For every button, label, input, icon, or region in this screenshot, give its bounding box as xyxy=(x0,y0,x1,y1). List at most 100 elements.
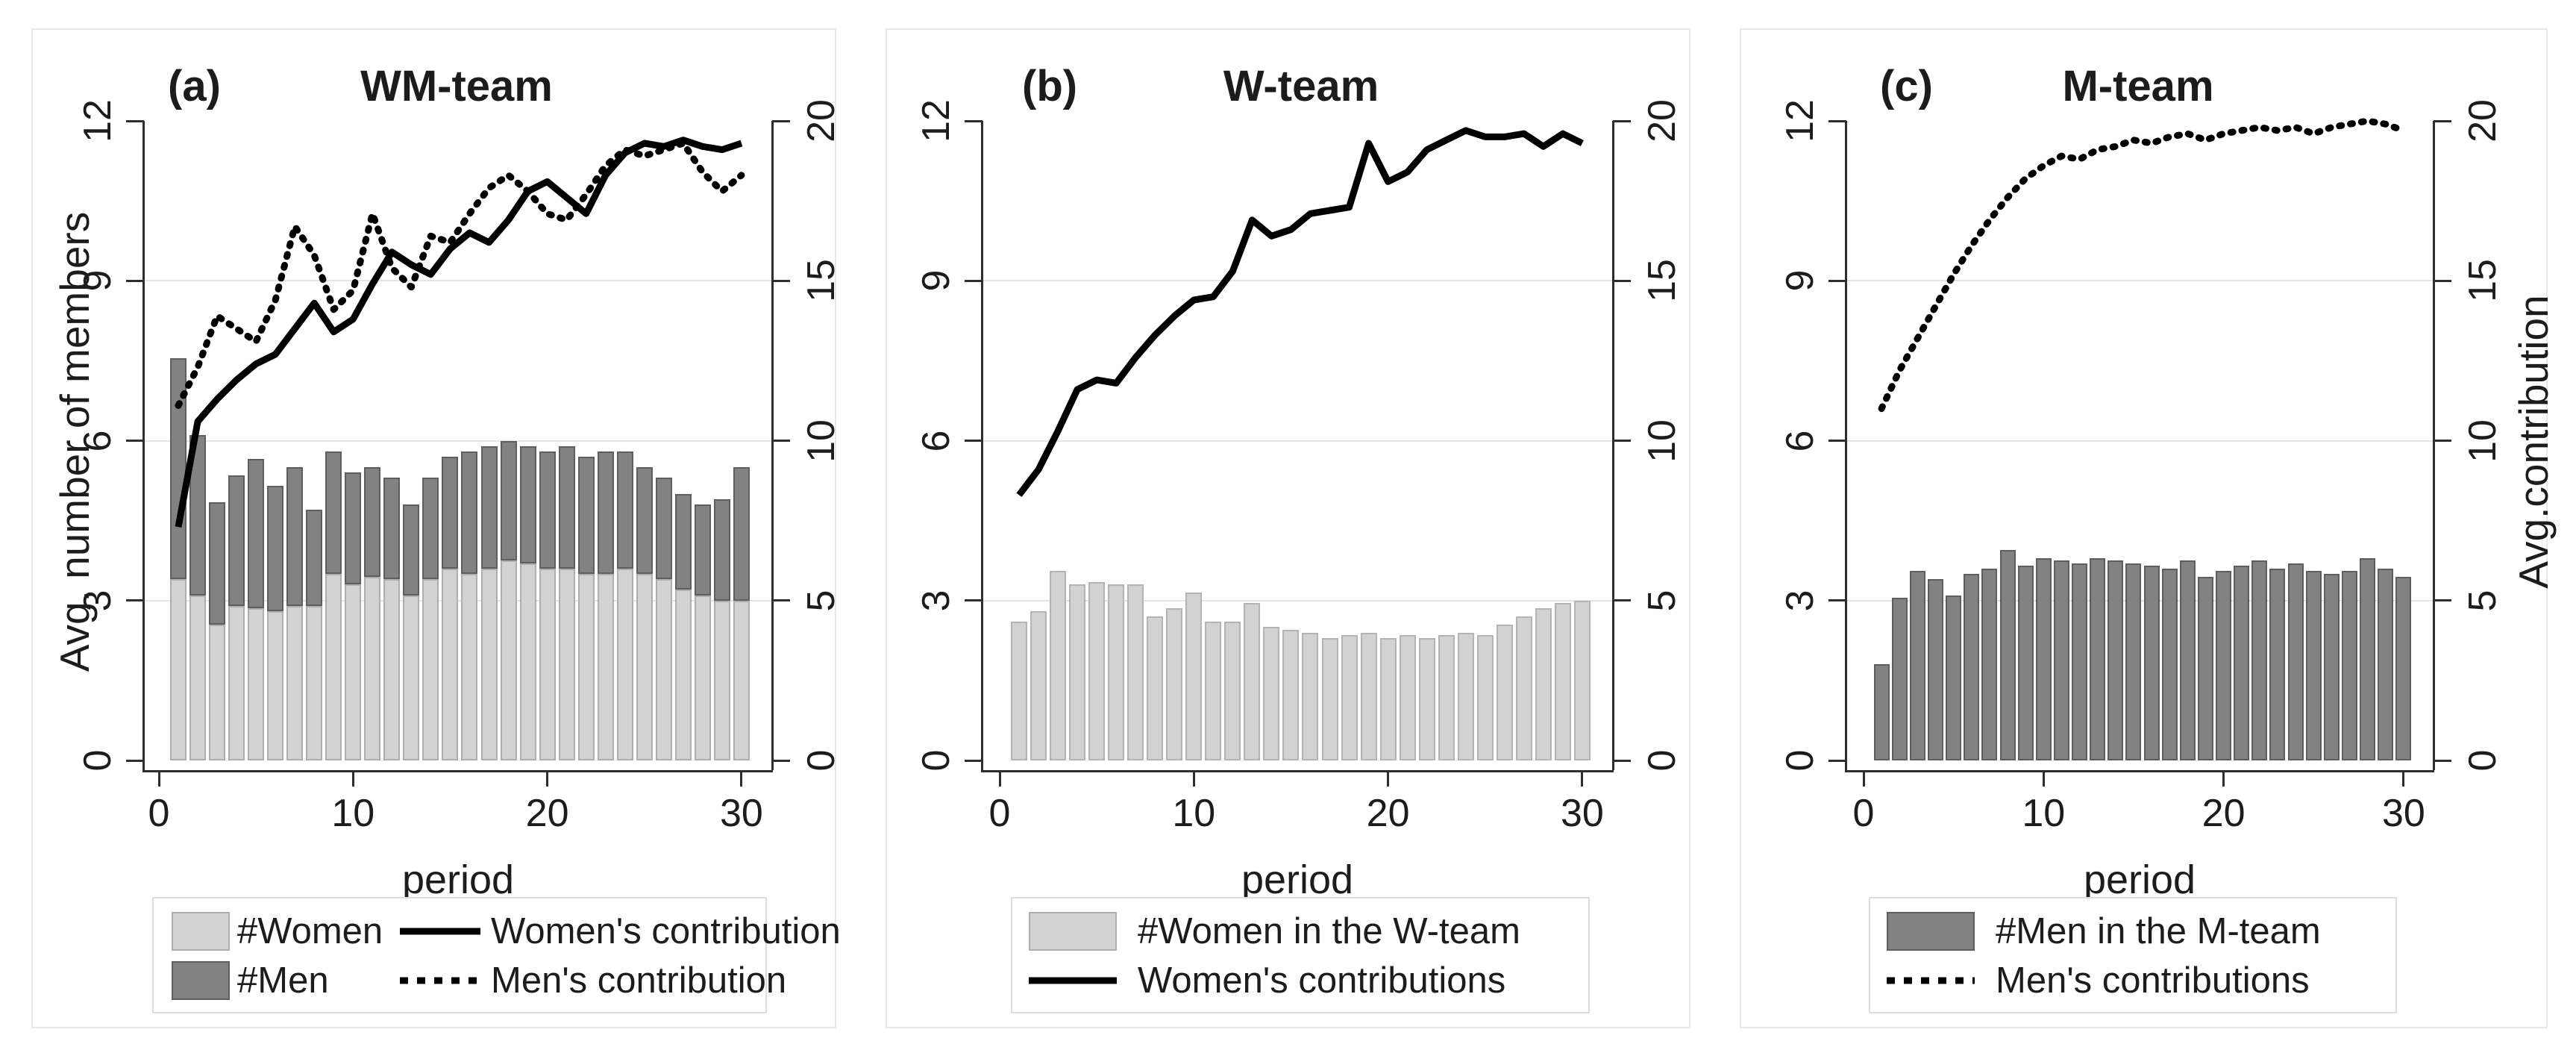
bar-women-p25 xyxy=(636,574,653,760)
y-tick-label-right-5: 5 xyxy=(800,590,843,612)
y-tick-left-3 xyxy=(1828,599,1846,602)
x-tick-label-10: 10 xyxy=(1172,792,1216,835)
y-tick-label-left-9: 9 xyxy=(915,269,958,292)
y-tick-right-0 xyxy=(2434,759,2451,762)
solid-line-sample xyxy=(400,928,480,935)
bar-men-p3 xyxy=(209,501,226,625)
panel-title-c: M-team xyxy=(2062,62,2214,110)
gridline-6 xyxy=(1846,440,2434,442)
y-tick-left-9 xyxy=(1828,279,1846,282)
bar-women-p16 xyxy=(461,574,478,760)
men-bar-swatch xyxy=(172,961,230,1000)
x-tick-label-20: 20 xyxy=(2201,792,2246,835)
bar-meninthemteam-p19 xyxy=(2197,576,2213,760)
y-tick-right-5 xyxy=(772,599,790,602)
bar-men-p29 xyxy=(713,499,730,601)
panel-title-b: W-team xyxy=(1223,62,1379,110)
bar-men-p2 xyxy=(189,435,207,596)
bar-womeninthewteam-p24 xyxy=(1457,632,1474,760)
y-tick-left-0 xyxy=(965,759,983,762)
bar-meninthemteam-p3 xyxy=(1909,571,1925,760)
bar-women-p5 xyxy=(248,608,265,760)
legend-box-c: #Men in the M-team Men's contributions xyxy=(1869,897,2397,1013)
bar-meninthemteam-p23 xyxy=(2269,568,2286,760)
bar-women-p18 xyxy=(500,560,517,760)
bar-men-p6 xyxy=(267,486,284,612)
men-bar-swatch xyxy=(1887,912,1975,951)
x-axis xyxy=(142,770,773,772)
bar-meninthemteam-p15 xyxy=(2125,563,2142,760)
bar-men-p5 xyxy=(248,459,265,609)
y-tick-left-6 xyxy=(126,440,144,442)
y-tick-left-0 xyxy=(1828,759,1846,762)
bar-meninthemteam-p28 xyxy=(2360,557,2376,760)
bar-womeninthewteam-p20 xyxy=(1379,637,1397,760)
y-tick-label-right-0: 0 xyxy=(2461,749,2504,772)
bar-men-p1 xyxy=(170,357,187,580)
gridline-3 xyxy=(983,599,1613,601)
bar-men-p30 xyxy=(733,467,750,601)
y-tick-label-right-15: 15 xyxy=(2461,259,2504,303)
bar-womeninthewteam-p19 xyxy=(1360,632,1377,760)
y-tick-right-15 xyxy=(2434,279,2451,282)
bar-meninthemteam-p16 xyxy=(2143,566,2160,760)
bar-men-p26 xyxy=(655,478,672,580)
bar-men-p23 xyxy=(597,451,614,575)
gridline-9 xyxy=(983,280,1613,282)
x-tick-30 xyxy=(740,770,743,787)
bar-womeninthewteam-p10 xyxy=(1185,593,1203,760)
x-tick-10 xyxy=(1192,770,1195,787)
bar-women-p3 xyxy=(209,624,226,760)
bar-men-p4 xyxy=(228,475,245,606)
y-tick-label-right-0: 0 xyxy=(1640,749,1684,772)
bar-meninthemteam-p6 xyxy=(1964,574,1980,760)
bar-men-p24 xyxy=(616,451,633,569)
bar-women-p17 xyxy=(480,568,498,760)
legend-box-b: #Women in the W-team Women's contribution… xyxy=(1011,897,1590,1013)
y-tick-left-0 xyxy=(126,759,144,762)
bar-womeninthewteam-p13 xyxy=(1244,603,1261,760)
y-tick-right-5 xyxy=(2434,599,2451,602)
y-tick-label-left-12: 12 xyxy=(76,99,119,143)
bar-women-p27 xyxy=(674,590,692,760)
bar-men-p11 xyxy=(364,467,381,577)
bar-meninthemteam-p8 xyxy=(1999,549,2016,760)
bar-women-p21 xyxy=(558,568,575,760)
bar-womeninthewteam-p11 xyxy=(1205,622,1222,760)
bar-womeninthewteam-p28 xyxy=(1535,608,1552,760)
bar-womeninthewteam-p4 xyxy=(1069,584,1086,760)
bar-women-p24 xyxy=(616,568,633,760)
legend-label: #Women xyxy=(237,911,383,951)
y-tick-label-left-3: 3 xyxy=(1779,590,1822,612)
gridline-9 xyxy=(1846,280,2434,282)
y-tick-left-3 xyxy=(126,599,144,602)
x-tick-label-30: 30 xyxy=(2381,792,2425,835)
gridline-6 xyxy=(144,440,772,442)
bar-women-p9 xyxy=(325,574,342,760)
y-tick-label-right-10: 10 xyxy=(1640,419,1684,463)
bar-meninthemteam-p26 xyxy=(2323,574,2340,760)
bar-meninthemteam-p10 xyxy=(2035,557,2052,760)
y-tick-label-left-6: 6 xyxy=(915,430,958,451)
bar-women-p7 xyxy=(286,605,304,760)
x-tick-label-10: 10 xyxy=(331,792,375,835)
legend-label: #Men in the M-team xyxy=(1996,911,2321,951)
x-tick-20 xyxy=(546,770,549,787)
legend-box-a: #Women Women's contribution #Men Men's cont… xyxy=(152,897,841,1013)
bar-women-p2 xyxy=(189,595,207,760)
y-tick-label-right-20: 20 xyxy=(2461,99,2504,143)
bar-womeninthewteam-p29 xyxy=(1554,603,1571,760)
bar-womeninthewteam-p7 xyxy=(1127,584,1144,760)
y-tick-label-left-6: 6 xyxy=(1779,430,1822,451)
bar-womeninthewteam-p15 xyxy=(1282,630,1300,760)
y-tick-label-right-5: 5 xyxy=(2461,590,2504,612)
y-tick-right-10 xyxy=(1613,440,1631,442)
y-tick-label-right-15: 15 xyxy=(800,259,843,303)
bar-women-p23 xyxy=(597,574,614,760)
bar-women-p28 xyxy=(694,595,711,760)
y-tick-left-12 xyxy=(126,119,144,122)
bar-womeninthewteam-p8 xyxy=(1147,616,1164,760)
bar-womeninthewteam-p12 xyxy=(1224,622,1241,760)
bar-womeninthewteam-p6 xyxy=(1108,584,1125,760)
